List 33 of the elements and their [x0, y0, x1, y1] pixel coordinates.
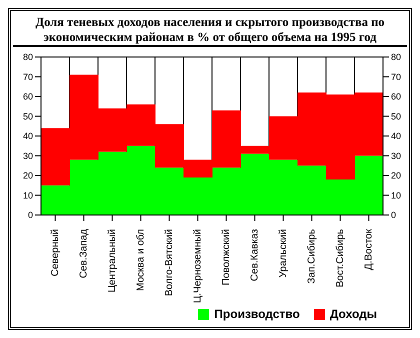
x-tick-label: Центральный [106, 229, 118, 293]
x-tick-label: Северный [50, 229, 61, 276]
y2-tick-label: 0 [391, 210, 396, 220]
x-tick-label: Д.Восток [363, 228, 374, 270]
y-tick-label: 60 [22, 92, 33, 102]
legend-label: Производство [213, 307, 300, 321]
y2-tick-label: 20 [391, 170, 402, 181]
x-tick-label: Москва и обл [135, 228, 146, 291]
chart-title: Доля теневых доходов населения и скрытого производства по экономическим районам в % от общего объема на 1995 год [13, 13, 407, 47]
x-tick-label: Поволжский [220, 229, 232, 286]
y-tick-label: 50 [22, 111, 33, 122]
x-tick-label: Волго-Вятский [164, 229, 175, 296]
y-tick-label: 0 [28, 210, 33, 220]
y-tick-label: 40 [22, 131, 33, 142]
legend-label: Доходы [328, 307, 377, 321]
y2-tick-label: 70 [391, 72, 402, 82]
x-tick-label: Уральский [278, 229, 289, 278]
y2-tick-label: 30 [391, 150, 402, 161]
y2-tick-label: 80 [391, 52, 402, 62]
y-tick-label: 10 [22, 190, 33, 200]
y-tick-label: 20 [22, 170, 33, 181]
y-tick-label: 30 [22, 150, 33, 161]
x-tick-label: Ц.Черноземный [192, 229, 204, 304]
y2-tick-label: 60 [391, 92, 402, 102]
y-tick-label: 70 [22, 72, 33, 82]
y2-tick-label: 50 [391, 111, 402, 122]
x-tick-label: Вост.Сибирь [334, 229, 346, 288]
y2-tick-label: 40 [391, 131, 402, 142]
x-tick-label: Зап.Сибирь [306, 229, 318, 284]
x-tick-label: Сев.Кавказ [249, 228, 260, 282]
y-tick-label: 80 [22, 52, 33, 62]
y2-tick-label: 10 [391, 190, 402, 200]
x-tick-label: Сев.Запад [78, 228, 90, 278]
